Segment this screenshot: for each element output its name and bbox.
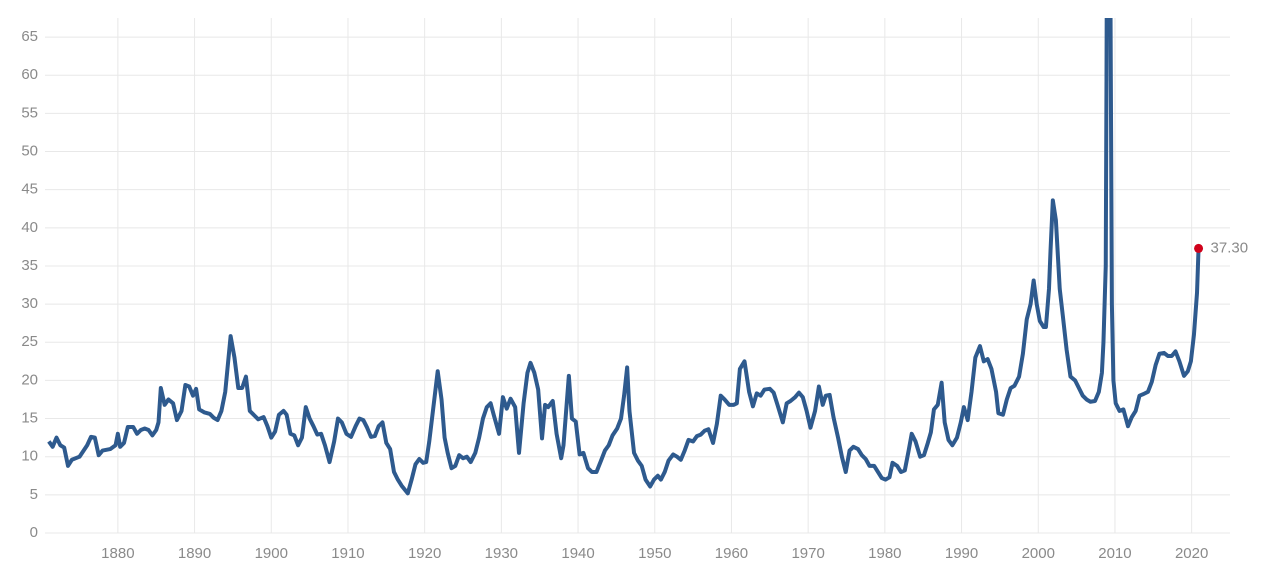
y-tick-label: 25 bbox=[21, 333, 38, 350]
y-tick-label: 35 bbox=[21, 257, 38, 274]
last-value-label: 37.30 bbox=[1211, 239, 1249, 256]
y-tick-label: 65 bbox=[21, 28, 38, 45]
x-tick-label: 1940 bbox=[561, 545, 594, 562]
data-line bbox=[47, 18, 1201, 496]
x-tick-label: 2010 bbox=[1098, 545, 1131, 562]
plot-area bbox=[47, 18, 1201, 496]
x-tick-label: 1930 bbox=[485, 545, 518, 562]
x-tick-label: 1960 bbox=[715, 545, 748, 562]
y-tick-label: 5 bbox=[30, 486, 38, 503]
x-tick-label: 1990 bbox=[945, 545, 978, 562]
grid bbox=[45, 18, 1230, 534]
last-point bbox=[1194, 243, 1204, 253]
x-tick-label: 1890 bbox=[178, 545, 211, 562]
y-tick-label: 55 bbox=[21, 104, 38, 121]
x-tick-label: 2020 bbox=[1175, 545, 1208, 562]
y-tick-label: 20 bbox=[21, 371, 38, 388]
x-tick-label: 1880 bbox=[101, 545, 134, 562]
x-tick-label: 1970 bbox=[791, 545, 824, 562]
y-tick-label: 50 bbox=[21, 142, 38, 159]
x-tick-label: 1900 bbox=[255, 545, 288, 562]
y-tick-label: 45 bbox=[21, 181, 38, 198]
x-tick-label: 1920 bbox=[408, 545, 441, 562]
y-tick-label: 40 bbox=[21, 219, 38, 236]
x-tick-label: 1950 bbox=[638, 545, 671, 562]
y-tick-label: 0 bbox=[30, 524, 38, 541]
x-tick-label: 1910 bbox=[331, 545, 364, 562]
x-tick-label: 1980 bbox=[868, 545, 901, 562]
y-tick-label: 30 bbox=[21, 295, 38, 312]
x-tick-label: 2000 bbox=[1022, 545, 1055, 562]
y-tick-label: 10 bbox=[21, 448, 38, 465]
y-tick-label: 15 bbox=[21, 410, 38, 427]
y-tick-label: 60 bbox=[21, 66, 38, 83]
